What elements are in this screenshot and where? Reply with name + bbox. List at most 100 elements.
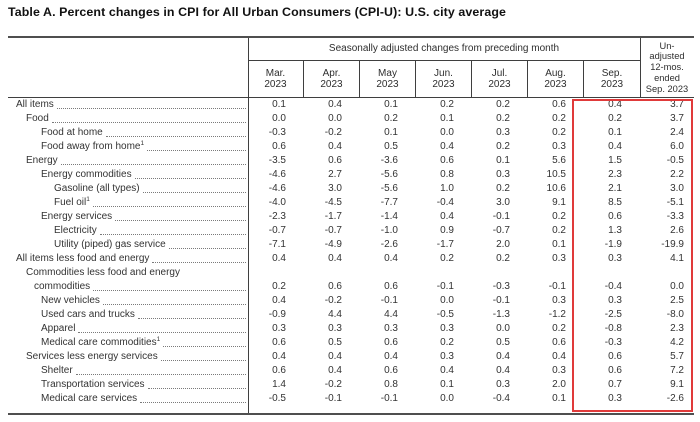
value-cell: 0.3 [328, 323, 342, 334]
row-label-cell: Fuel oil1 [8, 196, 248, 210]
row-label: Medical care commodities1 [41, 336, 161, 348]
value-cell: 0.2 [552, 225, 566, 236]
value-cell: 0.6 [272, 141, 286, 152]
dot-leader [142, 192, 246, 193]
dot-leader [60, 164, 246, 165]
month-header-cell: Jun. 2023 [416, 61, 472, 97]
value-cell: 2.1 [608, 183, 622, 194]
dot-leader [168, 248, 246, 249]
table-row: Shelter 0.6 0.4 0.6 0.4 0.4 0.3 0.6 7.2 [8, 364, 694, 378]
value-cell: 0.9 [440, 225, 454, 236]
value-cell: 0.3 [496, 127, 510, 138]
unadjusted-header-line: ended [654, 72, 680, 83]
value-cell: 3.0 [328, 183, 342, 194]
value-cell: 0.0 [440, 127, 454, 138]
dot-leader [102, 304, 246, 305]
unadjusted-header-line: Sep. 2023 [645, 83, 689, 94]
dot-leader [75, 374, 246, 375]
year-label: 2023 [432, 79, 455, 90]
table-row: Food at home -0.3 -0.2 0.1 0.0 0.3 0.2 0.1 2.4 [8, 126, 694, 140]
footnote-marker: 1 [156, 336, 161, 343]
value-cell: 0.1 [384, 99, 398, 110]
value-cell-12mo: -3.3 [666, 211, 684, 222]
value-cell: 0.2 [496, 99, 510, 110]
row-label: Utility (piped) gas service [54, 239, 166, 250]
value-cell: -0.7 [324, 225, 342, 236]
value-cell: -2.6 [380, 239, 398, 250]
row-label: Gasoline (all types) [54, 183, 140, 194]
value-cell: 10.6 [546, 183, 566, 194]
value-cell: 0.6 [608, 211, 622, 222]
row-label-wrap-line: commodities [8, 280, 248, 294]
value-cell: -1.4 [380, 211, 398, 222]
value-cell: -1.7 [324, 211, 342, 222]
value-cell: 0.3 [552, 141, 566, 152]
table-row: All items 0.1 0.4 0.1 0.2 0.2 0.6 0.4 3.7 [8, 98, 694, 112]
value-cell: 5.6 [552, 155, 566, 166]
value-cell: 0.2 [440, 253, 454, 264]
table-row: Utility (piped) gas service -7.1 -4.9 -2.6 -… [8, 238, 694, 252]
footnote-marker: 1 [140, 140, 145, 147]
value-cell: -1.3 [492, 309, 510, 320]
table-row: Transportation services 1.4 -0.2 0.8 0.1 0.3 2… [8, 378, 694, 392]
value-cell: 0.4 [328, 351, 342, 362]
value-cell: 10.5 [546, 169, 566, 180]
row-label-cell: Gasoline (all types) [8, 182, 248, 196]
value-cell: 0.4 [384, 351, 398, 362]
row-label: Energy services [41, 211, 113, 222]
value-cell: -0.1 [436, 281, 454, 292]
value-cell: 0.4 [608, 99, 622, 110]
value-cell: -3.5 [268, 155, 286, 166]
value-cell-12mo: 2.5 [670, 295, 684, 306]
value-cell-12mo: 3.0 [670, 183, 684, 194]
value-cell-12mo: -2.6 [666, 393, 684, 404]
row-label: Energy commodities [41, 169, 132, 180]
value-cell-12mo: -8.0 [666, 309, 684, 320]
dot-leader [140, 402, 246, 403]
value-cell-12mo: 4.1 [670, 253, 684, 264]
dot-leader [147, 388, 246, 389]
value-cell: -2.5 [604, 309, 622, 320]
value-cell: 0.4 [272, 351, 286, 362]
year-label: 2023 [320, 79, 343, 90]
row-label-cell: Services less energy services [8, 350, 248, 364]
value-cell: 0.1 [552, 239, 566, 250]
value-cell: 0.4 [328, 99, 342, 110]
value-cell: 0.4 [272, 295, 286, 306]
value-cell: -0.4 [492, 393, 510, 404]
dot-leader [160, 360, 246, 361]
value-cell: -1.0 [380, 225, 398, 236]
value-cell: -1.9 [604, 239, 622, 250]
stub-divider-line [248, 38, 249, 413]
value-cell: 0.1 [384, 127, 398, 138]
table-row: All items less food and energy 0.4 0.4 0.4 0… [8, 252, 694, 266]
value-cell: 0.6 [328, 155, 342, 166]
value-cell: 1.0 [440, 183, 454, 194]
row-label-cell: Used cars and trucks [8, 308, 248, 322]
row-label: New vehicles [41, 295, 100, 306]
value-cell: 0.8 [384, 379, 398, 390]
value-cell: -7.1 [268, 239, 286, 250]
value-cell: 0.6 [608, 365, 622, 376]
row-label: Electricity [54, 225, 97, 236]
month-header-row: Mar. 2023 Apr. 2023 May 2023 Jun. 2023 [248, 61, 640, 97]
row-label-cell: All items less food and energy [8, 252, 248, 266]
value-cell: 1.5 [608, 155, 622, 166]
row-label: Medical care services [41, 393, 138, 404]
row-label-cell: Electricity [8, 224, 248, 238]
value-cell: 0.6 [384, 365, 398, 376]
months-header-group: Seasonally adjusted changes from precedi… [248, 38, 640, 97]
unadjusted-header-cell: Un- adjusted 12-mos. ended Sep. 2023 [640, 38, 694, 97]
table-row: Gasoline (all types) -4.6 3.0 -5.6 1.0 0.2 10.… [8, 182, 694, 196]
value-cell: 0.1 [552, 393, 566, 404]
value-cell: 0.4 [440, 365, 454, 376]
row-label-cell: Energy services [8, 210, 248, 224]
value-cell: 0.4 [328, 365, 342, 376]
table-header: Seasonally adjusted changes from precedi… [8, 38, 694, 98]
table-row: Energy -3.5 0.6 -3.6 0.6 0.1 5.6 1.5 -0.5 [8, 154, 694, 168]
value-cell: -4.0 [268, 197, 286, 208]
row-label-cell: Food at home [8, 126, 248, 140]
unadjusted-header-line: adjusted [649, 51, 685, 62]
value-cell: 0.0 [496, 323, 510, 334]
month-label: Jun. [434, 67, 453, 79]
